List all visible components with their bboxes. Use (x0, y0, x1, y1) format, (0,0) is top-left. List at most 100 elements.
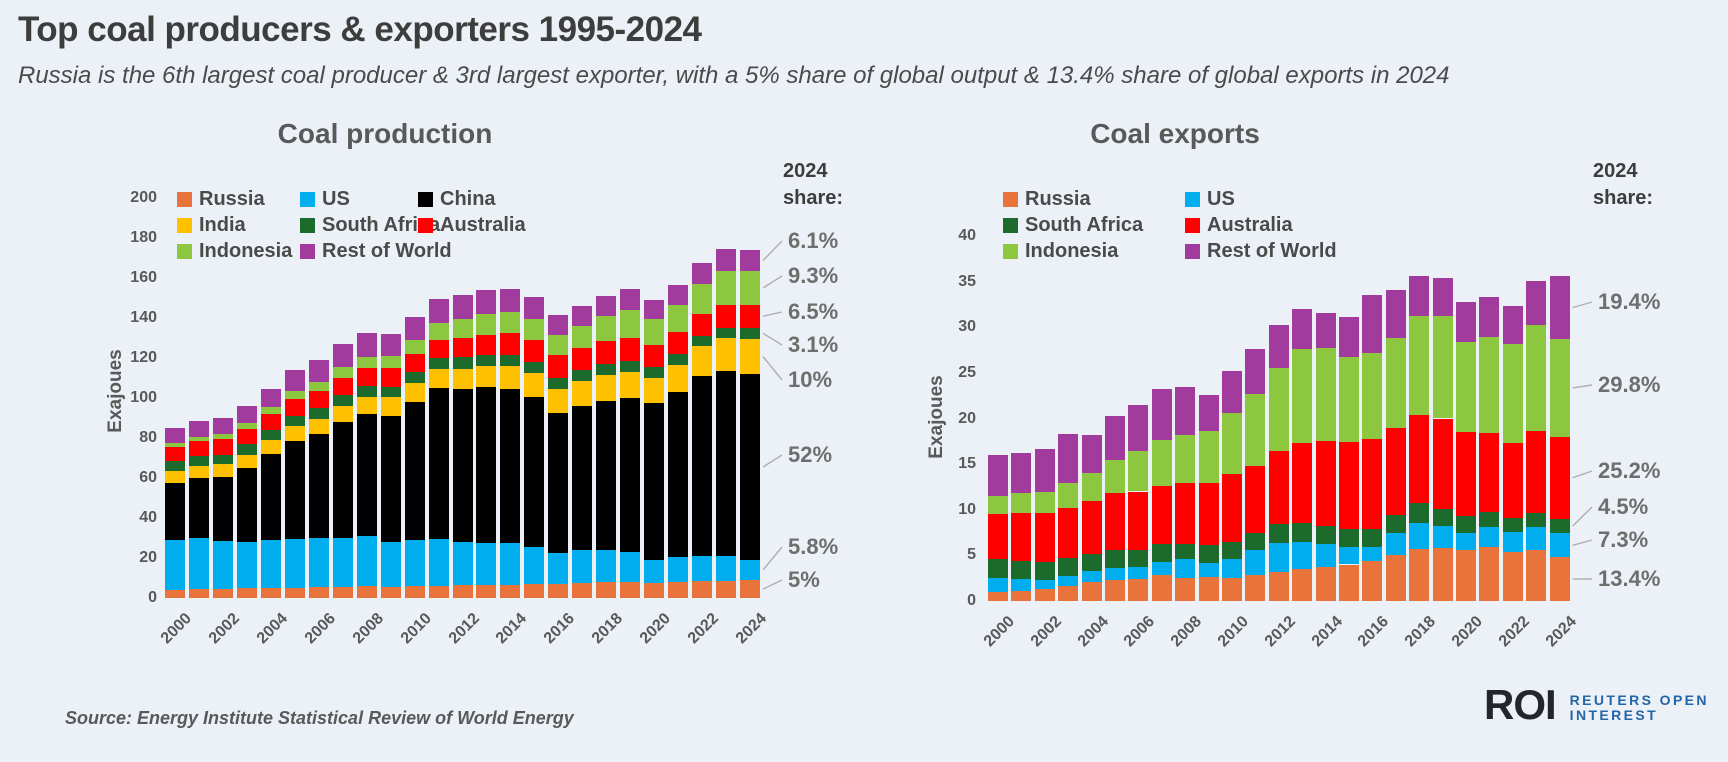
legend-swatch-icon (177, 217, 192, 233)
legend-label: US (322, 187, 350, 210)
bar-segment-russia (212, 589, 233, 598)
bar-segment-rest-of-world (644, 300, 665, 320)
bar-segment-australia (308, 391, 329, 408)
y-tick-label: 40 (958, 227, 976, 244)
bar-segment-australia (1409, 414, 1430, 504)
bar-segment-indonesia (452, 319, 473, 338)
bar-segment-russia (308, 587, 329, 598)
bar-segment-rest-of-world (452, 295, 473, 320)
y-tick-label: 60 (139, 469, 157, 486)
bar-segment-india (308, 418, 329, 434)
bar-segment-us (692, 556, 713, 582)
bar-segment-australia (740, 304, 761, 328)
bar-segment-rest-of-world (988, 455, 1008, 497)
bar-segment-russia (1409, 548, 1430, 601)
bar-segment-indonesia (596, 316, 617, 341)
bar-segment-rest-of-world (308, 359, 329, 382)
bar-segment-south-africa (1502, 517, 1523, 532)
bar-segment-south-africa (284, 415, 305, 427)
bar-segment-russia (692, 581, 713, 598)
share-header-line: 2024 (1593, 160, 1638, 182)
bar-segment-russia (644, 582, 665, 598)
bar-segment-australia (1479, 433, 1500, 513)
bar-segment-australia (1292, 443, 1313, 524)
bar-segment-india (284, 426, 305, 442)
bar-segment-south-africa (188, 456, 209, 466)
bar-segment-south-africa (1222, 541, 1242, 560)
bar-segment-us (740, 559, 761, 581)
bar-segment-australia (1362, 439, 1383, 529)
x-tick-label: 2010 (397, 610, 435, 648)
bar-segment-russia (1034, 589, 1055, 601)
bar-segment-australia (188, 441, 209, 457)
bar-segment-china (500, 388, 521, 543)
x-tick-label: 2002 (205, 610, 243, 648)
share-leader-line (1572, 539, 1593, 547)
bar-segment-south-africa (236, 444, 257, 455)
bar-segment-australia (596, 341, 617, 364)
share-leader-line (762, 579, 783, 590)
legend-label: Rest of World (1207, 239, 1337, 262)
bar-segment-us (716, 556, 737, 581)
bar-segment-australia (620, 337, 641, 362)
bar-segment-indonesia (1409, 316, 1430, 415)
bar-segment-south-africa (212, 454, 233, 465)
bar-segment-us (1292, 541, 1313, 570)
bar-segment-rest-of-world (1058, 434, 1079, 484)
bar-segment-indonesia (404, 339, 425, 354)
bar-segment-indonesia (308, 381, 329, 391)
legend-swatch-icon (1003, 191, 1018, 207)
bar-segment-rest-of-world (596, 296, 617, 317)
legend-swatch-icon (418, 191, 433, 207)
bar-segment-rest-of-world (236, 406, 257, 423)
roi-logo-brand-line2: INTEREST (1569, 707, 1659, 723)
share-leader-line (1572, 506, 1593, 527)
share-leader-line (762, 454, 783, 468)
chart-title: Coal exports (1090, 118, 1260, 149)
bar-segment-australia (1245, 465, 1266, 533)
bar-segment-russia (1526, 549, 1547, 601)
bar-segment-rest-of-world (165, 428, 185, 444)
bar-segment-russia (452, 585, 473, 598)
y-tick-label: 20 (958, 409, 976, 427)
bar-segment-indonesia (1362, 352, 1383, 440)
x-tick-label: 2002 (1027, 613, 1065, 651)
bar-segment-indonesia (1175, 434, 1196, 484)
x-tick-label: 2012 (1261, 613, 1299, 651)
bar-segment-china (692, 376, 713, 557)
bar-segment-indonesia (1011, 493, 1032, 514)
y-tick-label: 40 (139, 509, 157, 526)
bar-segment-rest-of-world (380, 333, 401, 356)
bar-segment-india (548, 389, 569, 414)
share-leader-line (762, 332, 783, 346)
bar-segment-us (1315, 544, 1336, 568)
bar-segment-indonesia (1479, 337, 1500, 434)
bar-segment-india (500, 366, 521, 389)
x-tick-label: 2016 (1355, 613, 1393, 651)
bar-segment-south-africa (332, 394, 353, 406)
bar-segment-south-africa (596, 363, 617, 375)
chart-title: Coal production (277, 118, 493, 149)
bar-segment-us (572, 550, 593, 583)
share-label-russia: 5% (788, 567, 820, 592)
bar-segment-us (188, 538, 209, 589)
bar-segment-russia (1549, 557, 1570, 601)
bar-segment-south-africa (165, 461, 185, 472)
bar-segment-us (1456, 533, 1476, 550)
bar-segment-russia (1362, 560, 1383, 601)
legend-item: South Africa (300, 214, 440, 236)
bar-segment-us (1549, 533, 1570, 558)
legend-label: Indonesia (199, 239, 293, 262)
bar-segment-indonesia (644, 319, 665, 345)
bar-segment-india (380, 397, 401, 416)
bar-segment-south-africa (1011, 560, 1032, 580)
legend-item: India (177, 214, 246, 236)
bar-segment-russia (1268, 571, 1289, 601)
bar-segment-rest-of-world (1245, 349, 1266, 394)
bar-segment-russia (428, 585, 449, 598)
bar-segment-australia (1456, 432, 1476, 517)
bar-segment-rest-of-world (356, 332, 377, 357)
bar-segment-china (668, 392, 689, 557)
bar-segment-russia (1128, 579, 1149, 601)
